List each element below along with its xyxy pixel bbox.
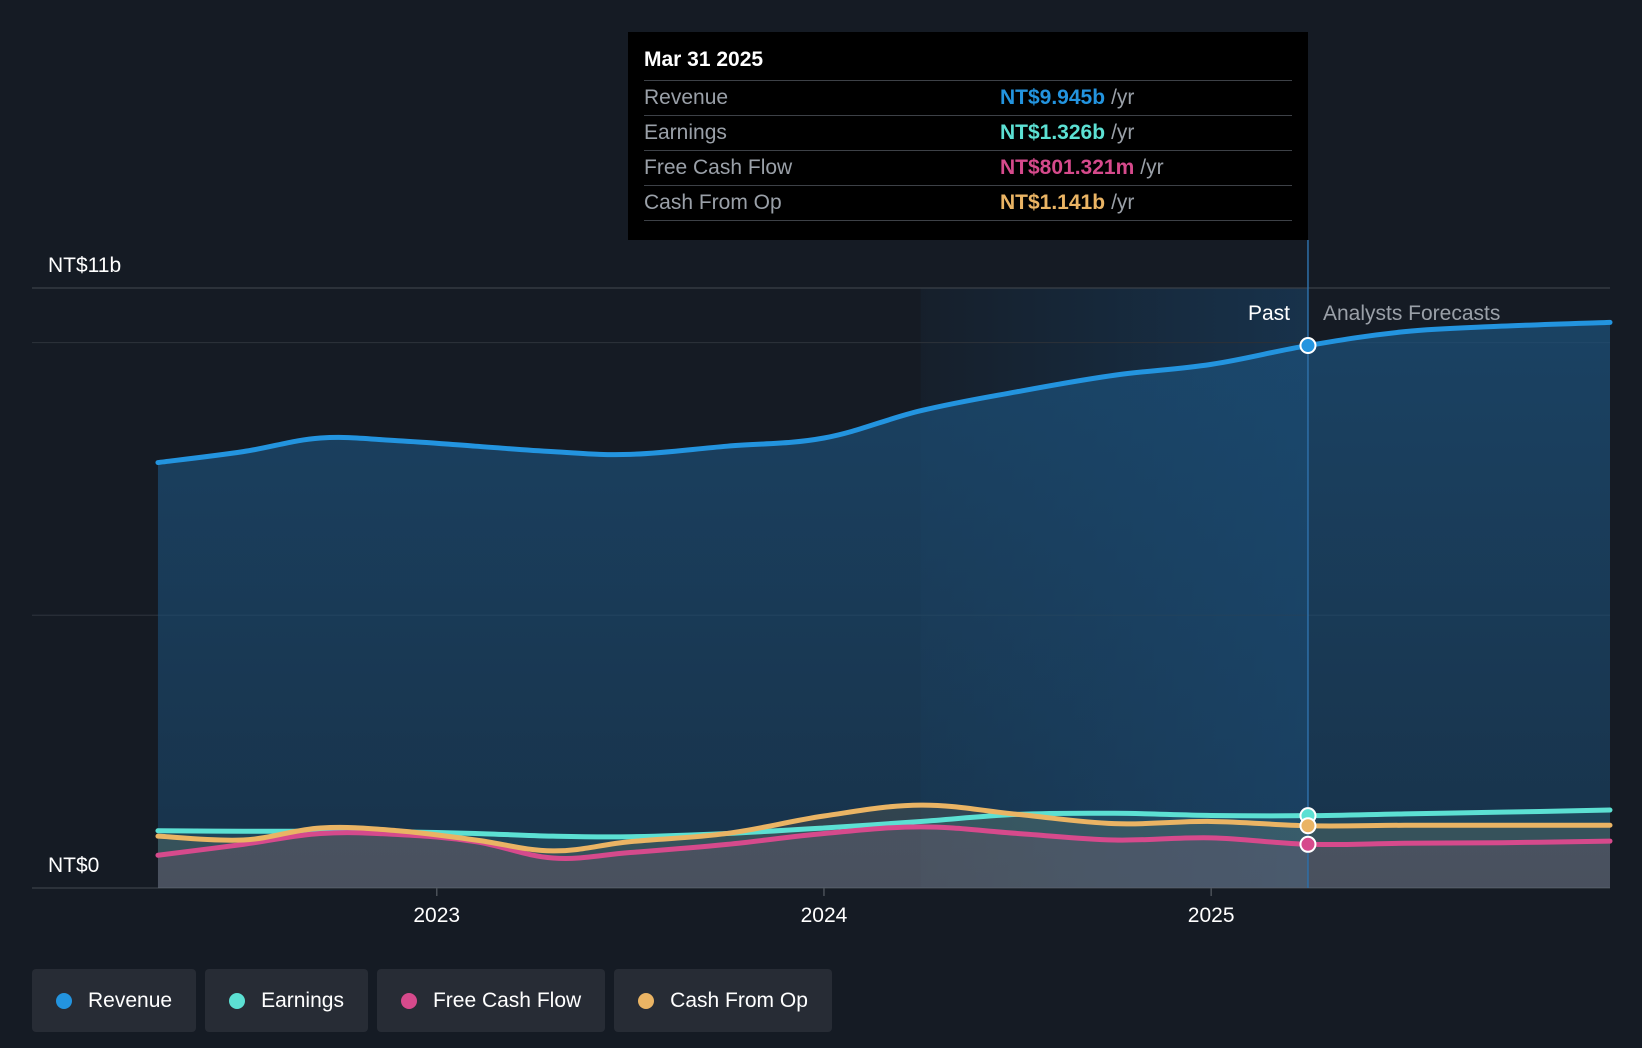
tooltip-unit: /yr (1140, 156, 1164, 179)
forecast-region-label: Analysts Forecasts (1323, 302, 1500, 325)
legend-dot-icon (400, 992, 417, 1009)
financial-chart: NT$11b NT$0 Past Analysts Forecasts 2023… (32, 240, 1613, 927)
legend-label: Free Cash Flow (432, 988, 582, 1012)
marker-free-cash-flow (1299, 835, 1317, 853)
tooltip-unit: /yr (1111, 86, 1135, 109)
area-cash-from-op (157, 805, 1610, 888)
tooltip-label: Revenue (644, 86, 729, 109)
line-cash-from-op (155, 802, 1613, 854)
legend-dot-icon (229, 992, 246, 1009)
tooltip-value: NT$1.141b (1000, 191, 1106, 214)
tooltip-unit: /yr (1111, 121, 1135, 144)
tooltip-label: Free Cash Flow (644, 156, 793, 179)
legend-item-earnings[interactable]: Earnings (205, 969, 368, 1032)
legend-label: Revenue (88, 988, 173, 1012)
past-region-label: Past (1248, 302, 1290, 325)
line-revenue (155, 319, 1613, 466)
tooltip-label: Cash From Op (644, 191, 782, 214)
tooltip-row-cash-from-op: Cash From Op NT$1.141b /yr (644, 185, 1292, 221)
tooltip-row-earnings: Earnings NT$1.326b /yr (644, 115, 1292, 150)
y-axis-top-label: NT$11b (48, 254, 121, 277)
tooltip-label: Earnings (644, 121, 727, 144)
series-lines (155, 319, 1613, 861)
tooltip-date: Mar 31 2025 (644, 48, 764, 71)
area-revenue (157, 322, 1610, 888)
x-tick-label: 2024 (801, 904, 848, 927)
x-tick-label: 2025 (1188, 904, 1235, 927)
legend-item-revenue[interactable]: Revenue (32, 969, 197, 1032)
legend-label: Cash From Op (670, 988, 808, 1012)
series-areas (157, 322, 1610, 888)
legend-dot-icon (638, 992, 655, 1009)
legend-label: Earnings (261, 988, 344, 1012)
tooltip-value: NT$801.321m (1000, 156, 1135, 179)
x-axis-ticks: 2023 2024 2025 (413, 888, 1235, 927)
marker-cash-from-op (1299, 817, 1317, 835)
tooltip-value: NT$1.326b (1000, 121, 1106, 144)
current-markers (1299, 337, 1317, 853)
legend-item-free-cash-flow[interactable]: Free Cash Flow (376, 969, 606, 1032)
y-axis-bottom-label: NT$0 (48, 854, 99, 877)
line-free-cash-flow (155, 824, 1613, 861)
data-tooltip: Mar 31 2025 Revenue NT$9.945b /yr Earnin… (628, 32, 1308, 240)
tooltip-value: NT$9.945b (1000, 86, 1106, 109)
legend-item-cash-from-op[interactable]: Cash From Op (614, 969, 832, 1032)
tooltip-row-revenue: Revenue NT$9.945b /yr (644, 80, 1292, 115)
chart-legend: Revenue Earnings Free Cash Flow Cash Fro… (32, 969, 832, 1032)
legend-dot-icon (56, 992, 72, 1009)
marker-revenue (1299, 337, 1317, 355)
area-earnings (157, 810, 1610, 888)
x-tick-label: 2023 (413, 904, 460, 927)
tooltip-row-free-cash-flow: Free Cash Flow NT$801.321m /yr (644, 150, 1292, 185)
tooltip-unit: /yr (1111, 191, 1135, 214)
